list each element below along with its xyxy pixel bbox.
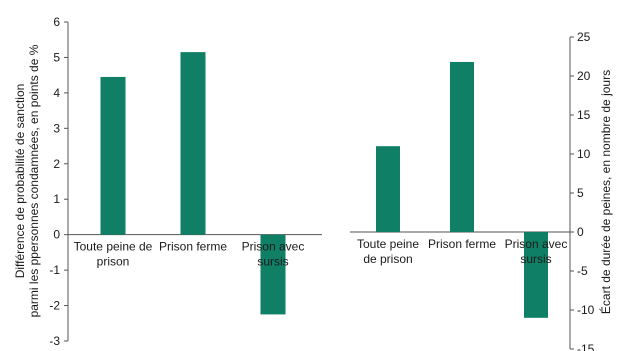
left-y-tick-label: 0 <box>53 228 60 242</box>
left-category-label-line: Prison avec <box>242 240 305 254</box>
left-panel: -3 -2 -1 0 1 2 3 4 5 6 Toute peine de prison Prison … <box>13 15 322 348</box>
right-category-label-line: Toute peine <box>357 237 419 251</box>
right-category-label: Prison ferme <box>428 237 496 251</box>
right-category-label: Prison avec sursis <box>505 237 568 266</box>
right-y-tick-label: -10 <box>577 303 595 317</box>
right-y-tick-label: 5 <box>577 186 584 200</box>
left-y-tick-label: 6 <box>53 15 60 29</box>
left-category-label-line: Toute peine de <box>74 240 153 254</box>
right-category-label-line: de prison <box>363 252 412 266</box>
right-y-axis-title: Écart de durée de peines, en nombre de j… <box>598 70 613 314</box>
left-bar-2 <box>180 52 206 235</box>
left-y-tick-label: -2 <box>49 299 60 313</box>
left-category-label-line: prison <box>97 255 130 269</box>
left-category-label-line: sursis <box>257 255 288 269</box>
left-category-label: Prison ferme <box>159 240 227 254</box>
left-category-label: Prison avec sursis <box>242 240 305 269</box>
left-bar-3 <box>260 234 286 315</box>
left-y-tick-label: 2 <box>53 157 60 171</box>
left-y-tick-label: 3 <box>53 121 60 135</box>
right-y-tick-label: -15 <box>577 342 595 351</box>
right-bar-2 <box>450 61 474 233</box>
right-y-tick-label: -5 <box>577 264 588 278</box>
left-category-label: Toute peine de prison <box>74 240 153 269</box>
right-y-tick-label: 10 <box>577 147 591 161</box>
right-category-label-line: Prison avec <box>505 237 568 251</box>
right-bar-1 <box>376 146 400 232</box>
right-category-label-line: Prison ferme <box>428 237 496 251</box>
left-y-axis-title: Différence de probabilité de sanctionpar… <box>13 44 41 317</box>
right-y-axis-title-line: Écart de durée de peines, en nombre de j… <box>598 70 613 314</box>
left-category-label-line: Prison ferme <box>159 240 227 254</box>
left-y-tick-label: -3 <box>49 334 60 348</box>
right-y-tick-label: 15 <box>577 108 591 122</box>
right-panel: -15 -10 -5 0 5 10 15 20 25 Toute peine de prison Pr… <box>350 30 613 351</box>
right-category-label: Toute peine de prison <box>357 237 419 266</box>
left-y-axis-title-line: Différence de probabilité de sanction <box>13 84 27 279</box>
right-bar-3 <box>524 232 548 318</box>
right-y-tick-label: 0 <box>577 225 584 239</box>
left-y-tick-label: 5 <box>53 50 60 64</box>
right-y-tick-label: 20 <box>577 69 591 83</box>
left-y-axis-title-line: parmi les ppersonnes condamnées, en poin… <box>27 44 41 317</box>
left-bar-1 <box>100 76 126 235</box>
right-y-tick-label: 25 <box>577 30 591 44</box>
left-y-tick-label: 1 <box>53 192 60 206</box>
right-category-label-line: sursis <box>520 252 551 266</box>
left-y-tick-label: 4 <box>53 86 60 100</box>
left-y-tick-label: -1 <box>49 263 60 277</box>
